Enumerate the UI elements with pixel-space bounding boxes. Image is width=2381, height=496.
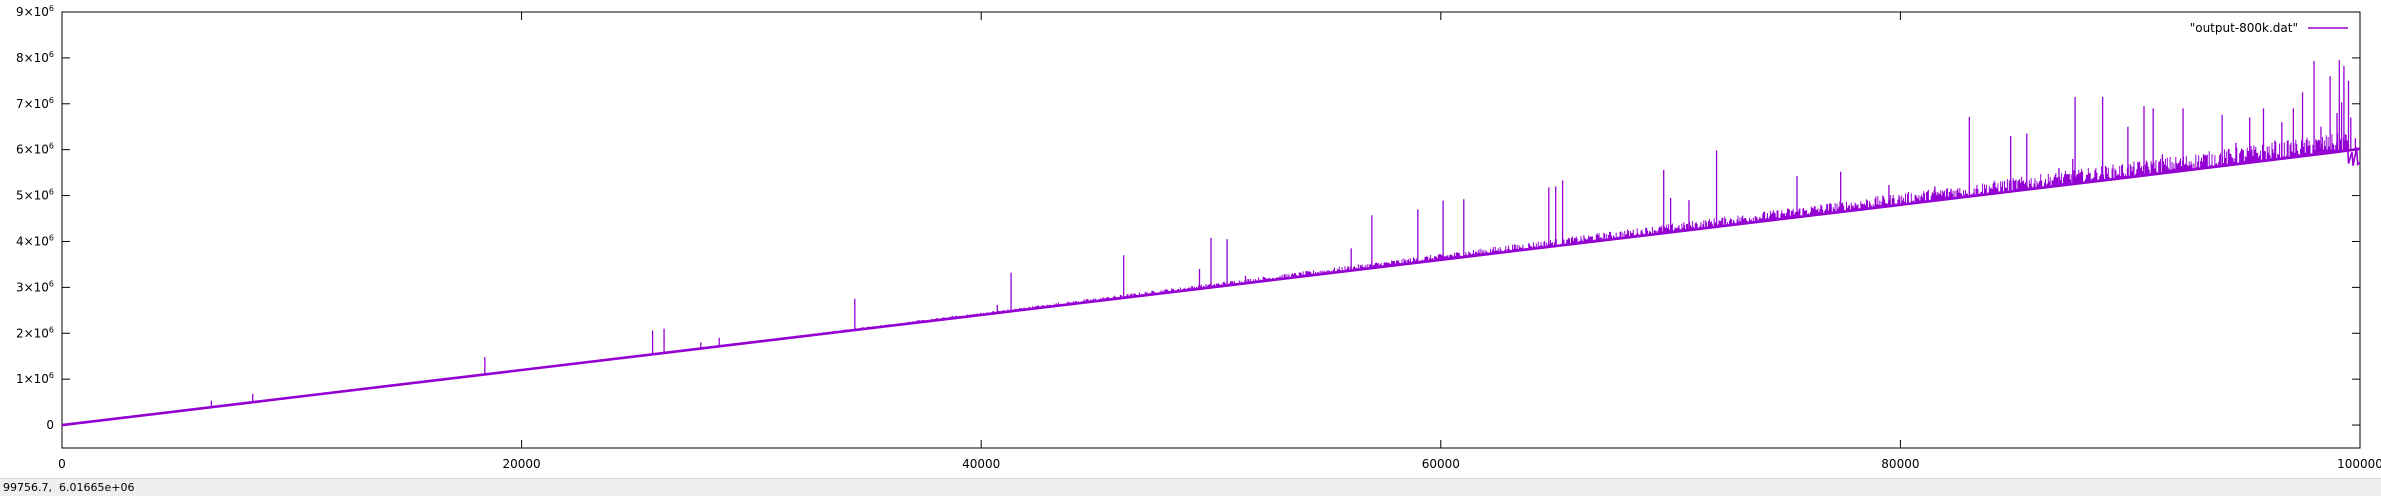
series-noise-band — [109, 133, 2347, 420]
y-tick-exponent: 6 — [49, 142, 54, 151]
y-tick-label: 2×106 — [16, 325, 54, 340]
x-tick-label: 40000 — [962, 457, 1000, 471]
y-tick-exponent: 6 — [49, 50, 54, 59]
cursor-coordinates: 99756.7, 6.01665e+06 — [3, 481, 135, 494]
y-tick-label: 7×106 — [16, 96, 54, 111]
x-tick-label: 60000 — [1422, 457, 1460, 471]
y-tick-exponent: 6 — [49, 279, 54, 288]
y-tick-label: 4×106 — [16, 233, 54, 248]
y-tick-exponent: 6 — [49, 4, 54, 13]
y-tick-label: 6×106 — [16, 142, 54, 157]
x-tick-label: 80000 — [1881, 457, 1919, 471]
y-tick-label: 9×106 — [16, 4, 54, 19]
status-bar: 99756.7, 6.01665e+06 — [0, 478, 2381, 496]
x-tick-label: 20000 — [503, 457, 541, 471]
y-tick-label: 1×106 — [16, 371, 54, 386]
x-tick-label: 0 — [58, 457, 66, 471]
y-tick-exponent: 6 — [49, 188, 54, 197]
plot-area[interactable]: 0 1×106 2×106 3×106 4×106 5×106 6×106 7×106 8×10… — [0, 0, 2381, 478]
y-tick-exponent: 6 — [49, 96, 54, 105]
legend-label: "output-800k.dat" — [2190, 21, 2298, 35]
y-tick-label: 5×106 — [16, 188, 54, 203]
series-end-segment — [2345, 140, 2361, 167]
plot-border — [61, 11, 2361, 449]
y-tick-exponent: 6 — [49, 325, 54, 334]
y-tick-exponent: 6 — [49, 233, 54, 242]
y-tick-label: 0 — [46, 418, 54, 432]
x-tick-label: 100000 — [2337, 457, 2381, 471]
y-tick-label: 8×106 — [16, 50, 54, 65]
y-tick-label: 3×106 — [16, 279, 54, 294]
y-tick-exponent: 6 — [49, 371, 54, 380]
